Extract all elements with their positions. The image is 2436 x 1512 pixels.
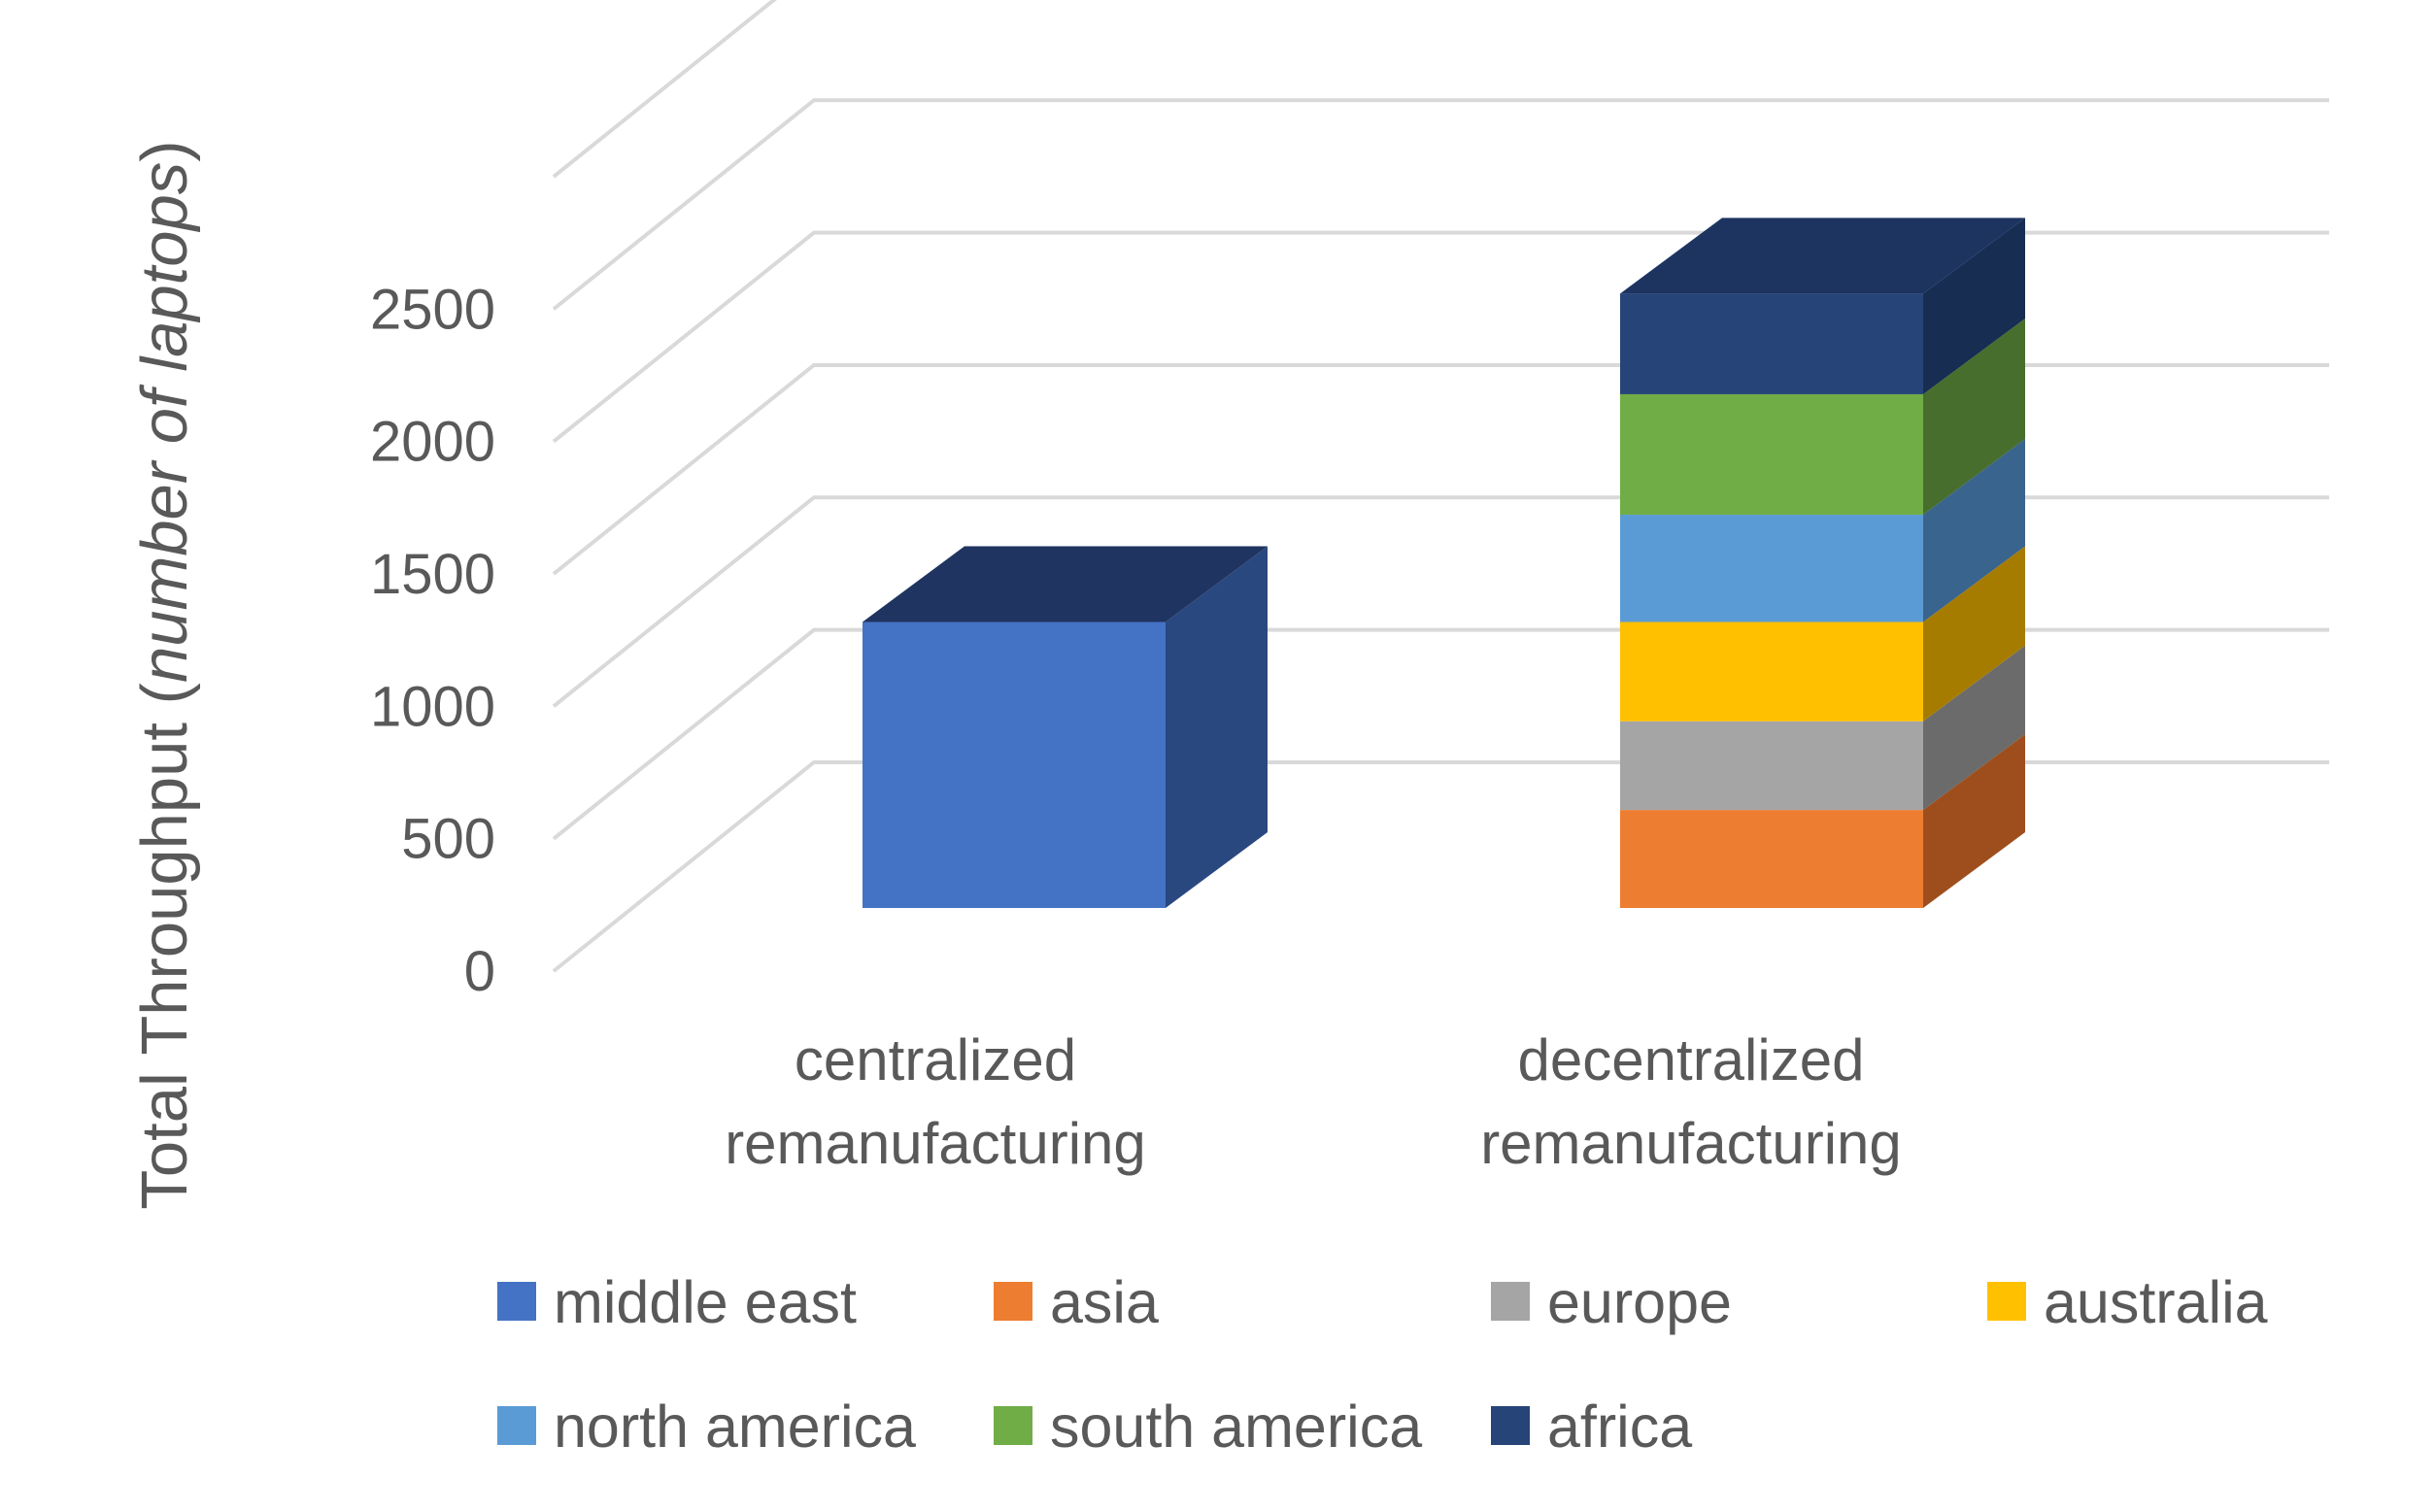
gridline (552, 0, 777, 179)
gridline (552, 230, 2329, 444)
gridline (552, 495, 2329, 708)
legend-item: north america (497, 1394, 916, 1460)
legend-label: north america (554, 1394, 916, 1460)
y-axis-label: Total Throughput (number of laptops) (128, 140, 201, 1209)
bar-segment (1620, 515, 1923, 622)
bar-segment (863, 622, 1166, 908)
legend-item: africa (1491, 1394, 1692, 1460)
y-axis-label-main: Total Throughput ( (128, 683, 201, 1210)
category-label: remanufacturing (725, 1111, 1146, 1176)
legend-item: asia (994, 1269, 1159, 1335)
legend-label: europe (1547, 1269, 1732, 1335)
legend: middle east asia europe australia north amer… (497, 1269, 2268, 1460)
bar-top-face (1620, 218, 2025, 294)
gridline (552, 362, 2329, 576)
legend-item: middle east (497, 1269, 857, 1335)
legend-label: africa (1547, 1394, 1692, 1460)
bar-side-face (1923, 439, 2025, 622)
bar-segment (1620, 810, 1923, 908)
y-axis-ticks: 0 500 1000 1500 2000 2500 (370, 278, 495, 1003)
y-tick-label: 500 (401, 808, 495, 871)
legend-item: south america (994, 1394, 1422, 1460)
bar-side-face (1923, 546, 2025, 722)
gridlines (552, 0, 2329, 973)
bar-stack (1620, 218, 2025, 908)
legend-swatch (994, 1406, 1032, 1445)
y-tick-label: 2500 (370, 278, 495, 341)
legend-label: middle east (554, 1269, 857, 1335)
y-tick-label: 1000 (370, 675, 495, 738)
legend-swatch (1491, 1406, 1530, 1445)
bar-side-face (1923, 734, 2025, 908)
y-axis-label-close: ) (128, 140, 201, 161)
gridline (552, 760, 2329, 973)
y-tick-label: 0 (464, 940, 495, 1003)
legend-swatch (1491, 1282, 1530, 1321)
y-tick-label: 1500 (370, 543, 495, 606)
y-tick-label: 2000 (370, 411, 495, 474)
legend-swatch (1987, 1282, 2026, 1321)
legend-label: south america (1050, 1394, 1422, 1460)
bar-segment (1620, 622, 1923, 722)
legend-item: europe (1491, 1269, 1732, 1335)
bar-segment (1620, 393, 1923, 516)
bar-side-face (1166, 546, 1268, 908)
category-label: remanufacturing (1480, 1111, 1902, 1176)
y-axis-label-italic: number of laptops (128, 162, 201, 683)
legend-swatch (994, 1282, 1032, 1321)
category-label: decentralized (1518, 1027, 1865, 1092)
bar-top-face (863, 546, 1268, 622)
legend-label: asia (1050, 1269, 1159, 1335)
gridline (552, 627, 2329, 841)
x-axis-categories: centralized remanufacturing decentralized r… (725, 1027, 1902, 1176)
legend-swatch (497, 1406, 536, 1445)
bar-side-face (1923, 645, 2025, 811)
legend-swatch (497, 1282, 536, 1321)
bar-side-face (1923, 318, 2025, 516)
bar-side-face (1923, 218, 2025, 394)
legend-item: australia (1987, 1269, 2268, 1335)
category-label: centralized (795, 1027, 1076, 1092)
gridline (552, 98, 2329, 311)
bars (863, 218, 2025, 908)
y-axis-title: Total Throughput (number of laptops) (128, 140, 201, 1209)
bar-segment (1620, 293, 1923, 394)
legend-label: australia (2044, 1269, 2268, 1335)
bar-segment (1620, 721, 1923, 811)
bar-stack (863, 546, 1268, 908)
